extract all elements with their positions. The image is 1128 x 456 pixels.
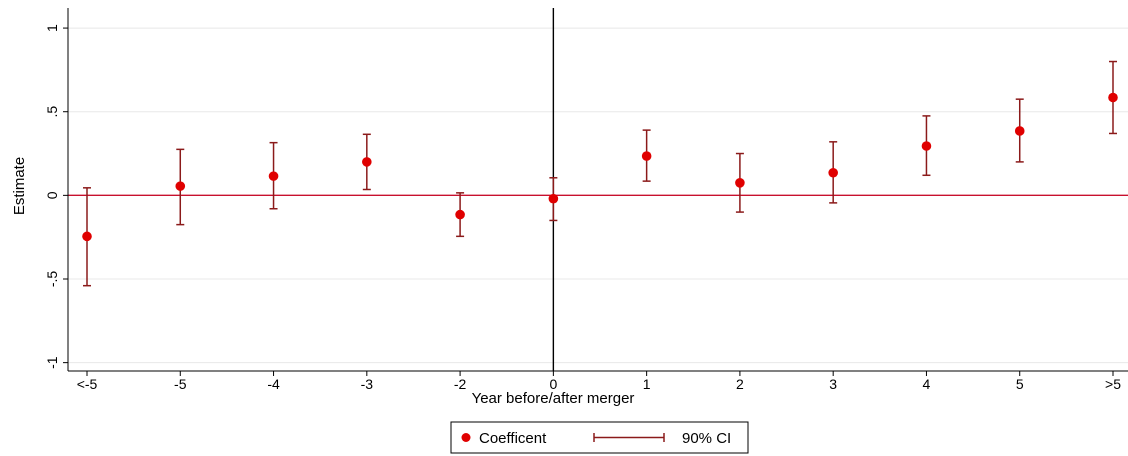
coefficient-point xyxy=(641,151,652,161)
legend: Coefficent 90% CI xyxy=(450,421,749,454)
x-tick-label: 3 xyxy=(829,376,837,392)
coefficient-point xyxy=(175,181,186,191)
axes: -1 -.5 0 .5 1 <-5 -5 -4 -3 -2 0 1 2 3 4 5 >5 xyxy=(44,8,1128,392)
coefficient-point xyxy=(548,193,559,204)
y-tick-label: 1 xyxy=(44,24,60,32)
x-tick-label: 2 xyxy=(736,376,744,392)
y-tick-label: .5 xyxy=(44,106,60,118)
y-axis-title: Estimate xyxy=(11,157,28,215)
x-tick-label: <-5 xyxy=(77,376,98,392)
coefficient-point xyxy=(921,141,932,151)
legend-ci-label: 90% CI xyxy=(682,430,731,447)
y-tick-label: -.5 xyxy=(44,271,60,288)
coefficient-point xyxy=(268,171,279,181)
coefficient-point xyxy=(362,157,372,167)
x-tick-label: -2 xyxy=(454,376,467,392)
coefficient-point xyxy=(455,209,465,220)
reference-lines xyxy=(68,8,1128,371)
x-tick-label: 1 xyxy=(643,376,651,392)
y-tick-label: -1 xyxy=(44,356,60,369)
x-tick-label: 4 xyxy=(923,376,931,392)
x-axis-title: Year before/after merger xyxy=(472,390,635,407)
legend-coefficient-label: Coefficent xyxy=(479,430,547,447)
x-tick-label: -5 xyxy=(174,376,187,392)
x-tick-label: -3 xyxy=(361,376,374,392)
ci-bars xyxy=(83,60,1117,287)
x-tick-label: >5 xyxy=(1105,376,1121,392)
legend-coefficient-marker xyxy=(461,433,471,442)
coefficient-point xyxy=(735,178,745,188)
coefficient-point xyxy=(828,167,838,178)
points xyxy=(82,92,1118,242)
y-tick-label: 0 xyxy=(44,191,60,199)
x-tick-label: 5 xyxy=(1016,376,1024,392)
x-tick-label: -4 xyxy=(267,376,280,392)
coefficient-point xyxy=(1014,126,1025,136)
coefficient-point xyxy=(1108,92,1118,103)
coefficient-point xyxy=(82,231,92,242)
x-tick-label: 0 xyxy=(549,376,557,392)
